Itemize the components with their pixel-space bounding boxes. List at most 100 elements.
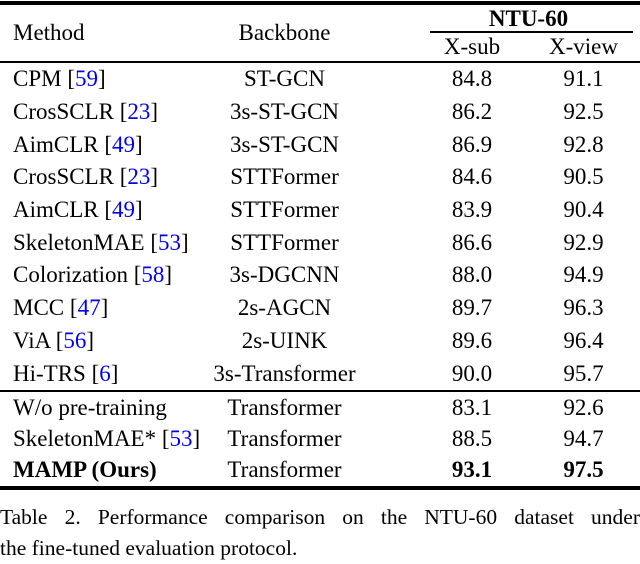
citation-link[interactable]: 53 [158,229,182,255]
backbone-cell: 3s-ST-GCN [229,131,340,157]
xsub-cell: 89.7 [451,295,493,321]
method-name: Hi-TRS [13,360,86,386]
table-row: SkeletonMAE* [53] Transformer 88.5 94.7 [0,423,640,454]
citation-link[interactable]: 56 [63,327,87,353]
method-cell: SkeletonMAE* [53] [13,425,201,451]
method-cell: SkeletonMAE [53] [13,229,189,255]
xsub-cell: 86.2 [451,99,493,125]
xview-cell: 96.3 [563,295,604,321]
citation-link[interactable]: 53 [169,425,193,451]
method-cell: CrosSCLR [23] [13,164,159,190]
rows-transformer-section: W/o pre-training Transformer 83.1 92.6 Skele… [0,392,640,486]
header-spacer [357,5,417,61]
bottom-rule [0,485,640,490]
header-xview: X-view [549,34,618,59]
table-row: CrosSCLR [23] 3s-ST-GCN 86.2 92.5 [0,96,640,129]
backbone-cell: 2s-UINK [241,327,328,353]
xview-cell: 94.7 [563,425,604,451]
caption-line-1: Table 2. Performance comparison on the N… [0,504,640,529]
method-name: MAMP (Ours) [13,457,157,483]
citation-link[interactable]: 23 [127,164,151,190]
backbone-cell: 3s-ST-GCN [229,99,340,125]
method-name: AimCLR [13,197,99,223]
table-row: MCC [47] 2s-AGCN 89.7 96.3 [0,292,640,325]
backbone-cell: ST-GCN [244,66,325,92]
xsub-cell: 86.6 [451,229,493,255]
xview-cell: 95.7 [563,360,604,386]
backbone-cell: STTFormer [230,229,339,255]
xview-cell: 96.4 [563,327,604,353]
xsub-cell: 88.5 [451,425,493,451]
xsub-cell: 83.1 [451,394,493,420]
method-cell: W/o pre-training [0,395,212,421]
header-group-ntu60: NTU-60 X-sub X-view [417,5,640,61]
method-cell: Hi-TRS [6] [13,360,119,386]
method-name: AimCLR [13,131,99,157]
xview-cell: 92.8 [563,131,604,157]
xview-cell: 90.4 [563,197,604,223]
xsub-cell: 89.6 [451,327,493,353]
table-row: AimCLR [49] 3s-ST-GCN 86.9 92.8 [0,128,640,161]
xview-cell: 91.1 [563,66,604,92]
method-name: W/o pre-training [13,394,167,420]
header-backbone: Backbone [238,20,331,45]
backbone-cell: 3s-DGCNN [229,262,340,288]
xsub-cell: 88.0 [451,262,493,288]
backbone-cell: STTFormer [230,197,339,223]
xsub-cell: 86.9 [451,131,493,157]
table-row: Hi-TRS [6] 3s-Transformer 90.0 95.7 [0,357,640,390]
method-cell: MCC [47] [13,295,109,321]
backbone-cell: STTFormer [230,164,339,190]
table-header: Method Backbone NTU-60 X-sub X-view [0,5,640,61]
method-name: CrosSCLR [13,99,114,125]
table-row: AimCLR [49] STTFormer 83.9 90.4 [0,194,640,227]
backbone-cell: Transformer [227,394,342,420]
method-name: CPM [13,66,62,92]
backbone-cell: 3s-Transformer [213,360,356,386]
table-row: SkeletonMAE [53] STTFormer 86.6 92.9 [0,226,640,259]
method-cell: Colorization [58] [13,262,173,288]
xview-cell: 94.9 [563,262,604,288]
citation-link[interactable]: 49 [112,131,136,157]
xview-cell: 92.9 [563,229,604,255]
header-xsub: X-sub [443,34,501,59]
xview-cell: 90.5 [563,164,604,190]
xsub-cell: 84.8 [451,66,493,92]
method-cell: ViA [56] [13,327,95,353]
table-row: Colorization [58] 3s-DGCNN 88.0 94.9 [0,259,640,292]
table-row: CrosSCLR [23] STTFormer 84.6 90.5 [0,161,640,194]
method-cell: CrosSCLR [23] [13,99,159,125]
header-method: Method [13,20,85,45]
citation-link[interactable]: 49 [112,197,136,223]
table-caption: Table 2. Performance comparison on the N… [0,502,640,564]
citation-link[interactable]: 6 [99,360,111,386]
top-rule [0,1,640,5]
rows-pretrained: CPM [59] ST-GCN 84.8 91.1 CrosSCLR [23] 3s-ST… [0,63,640,390]
method-name: SkeletonMAE [13,229,145,255]
backbone-cell: Transformer [227,457,342,483]
method-name: SkeletonMAE* [13,425,157,451]
table-row: CPM [59] ST-GCN 84.8 91.1 [0,63,640,96]
citation-link[interactable]: 47 [77,295,101,321]
cmidrule [430,31,633,33]
xsub-cell: 93.1 [451,457,493,483]
citation-link[interactable]: 59 [75,66,99,92]
backbone-cell: 2s-AGCN [237,295,332,321]
method-cell: CPM [59] [13,66,106,92]
xsub-cell: 90.0 [451,360,493,386]
xview-cell: 92.6 [563,394,604,420]
section-rule [0,389,640,392]
table-row: W/o pre-training Transformer 83.1 92.6 [0,392,640,423]
subcolumn-headers: X-sub X-view [417,33,640,61]
table-row: ViA [56] 2s-UINK 89.6 96.4 [0,325,640,358]
caption-line-2: the fine-tuned evaluation protocol. [0,535,298,560]
citation-link[interactable]: 23 [127,99,151,125]
method-cell: MAMP (Ours) [0,457,212,483]
xsub-cell: 83.9 [451,197,493,223]
xview-cell: 97.5 [563,457,604,483]
group-title: NTU-60 [488,6,569,31]
method-name: ViA [13,327,50,353]
xview-cell: 92.5 [563,99,604,125]
citation-link[interactable]: 58 [141,262,165,288]
